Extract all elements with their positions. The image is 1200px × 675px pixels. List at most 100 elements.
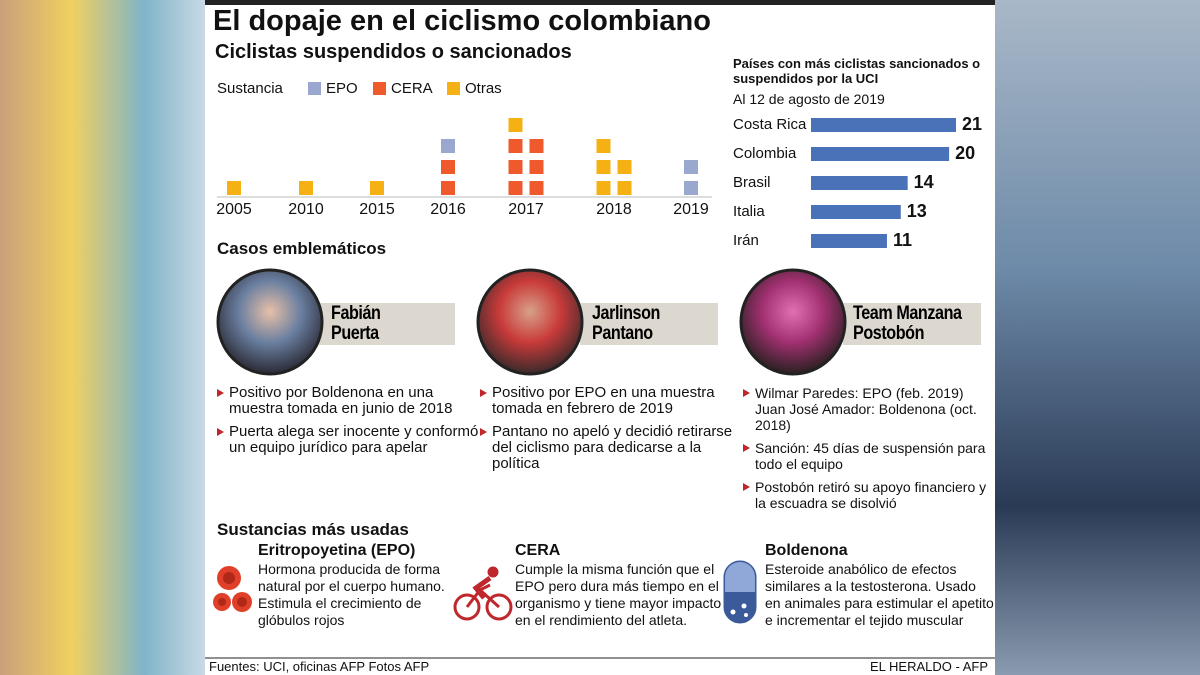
unit-square <box>441 139 455 153</box>
unit-group <box>508 139 544 195</box>
subtitle: Ciclistas suspendidos o sancionados <box>215 41 572 63</box>
unit-square <box>508 139 523 153</box>
substance-name: Boldenona <box>765 542 848 559</box>
case-bullets: Wilmar Paredes: EPO (feb. 2019) Juan Jos… <box>743 385 993 518</box>
bullet: Pantano no apeló y decidió retirarse del… <box>480 424 735 472</box>
category-label: Costa Rica <box>733 116 807 133</box>
legend-label: CERA <box>391 80 433 97</box>
bullet: Positivo por EPO en una muestra tomada e… <box>480 385 735 417</box>
name-box <box>843 303 981 345</box>
x-tick-label: 2019 <box>673 201 709 218</box>
bullet-list: Wilmar Paredes: EPO (feb. 2019) Juan Jos… <box>743 385 993 511</box>
case-name-line: Puerta <box>331 323 379 344</box>
legend-title: Sustancia <box>217 80 284 97</box>
bullet: Sanción: 45 días de suspensión para todo… <box>743 440 993 472</box>
substance-name: Eritropoyetina (EPO) <box>258 542 416 559</box>
legend-label: Otras <box>465 80 502 97</box>
unit-group <box>370 181 384 195</box>
x-tick-label: 2017 <box>508 201 544 218</box>
bullet: Postobón retiró su apoyo financiero y la… <box>743 479 993 511</box>
unit-square <box>441 181 455 195</box>
bar <box>811 176 908 190</box>
category-label: Italia <box>733 203 765 220</box>
legend-label: EPO <box>326 80 358 97</box>
name-box <box>318 303 455 345</box>
icon-blood-cells <box>213 566 252 612</box>
title: El dopaje en el ciclismo colombiano <box>213 5 711 37</box>
x-tick-label: 2010 <box>288 201 324 218</box>
bar <box>811 234 887 248</box>
unit-group <box>441 139 455 153</box>
category-label: Irán <box>733 232 759 249</box>
case-bullets: Positivo por EPO en una muestra tomada e… <box>480 385 735 479</box>
icon-capsule <box>723 560 757 624</box>
unit-square <box>529 181 544 195</box>
legend-swatch <box>447 82 460 95</box>
unit-square <box>529 160 544 174</box>
bullet-list: Positivo por Boldenona en una muestra to… <box>217 385 479 456</box>
unit-square <box>617 160 632 174</box>
bar <box>811 118 956 132</box>
photo <box>476 268 584 376</box>
bullet: Positivo por Boldenona en una muestra to… <box>217 385 479 417</box>
bullet: Wilmar Paredes: EPO (feb. 2019) Juan Jos… <box>743 385 993 433</box>
unit-group <box>684 160 698 195</box>
unit-group <box>596 139 632 195</box>
x-tick-label: 2018 <box>596 201 632 218</box>
unit-square <box>529 139 544 153</box>
value-label: 14 <box>914 172 934 192</box>
unit-square <box>617 181 632 195</box>
case-name-line: Fabián <box>331 303 381 324</box>
legend-swatch <box>373 82 386 95</box>
case-name-line: Postobón <box>853 323 925 344</box>
category-label: Brasil <box>733 174 771 191</box>
substance-description: Esteroide anabólico de efectos similares… <box>765 561 994 628</box>
unit-square <box>596 160 611 174</box>
case-name: Team Manzana Postobón <box>853 304 962 344</box>
unit-square <box>299 181 313 195</box>
unit-square <box>441 160 455 174</box>
unit-square <box>508 160 523 174</box>
background <box>995 0 1200 675</box>
case-name: Jarlinson Pantano <box>592 304 660 344</box>
unit-square <box>508 181 523 195</box>
photo <box>216 268 324 376</box>
case-name-line: Jarlinson <box>592 303 660 324</box>
substance-description: Cumple la misma función que el EPO pero … <box>515 561 722 628</box>
x-tick-label: 2005 <box>216 201 252 218</box>
section-title: Casos emblemáticos <box>217 239 387 258</box>
unit-square <box>596 181 611 195</box>
unit-square <box>227 181 241 195</box>
value-label: 20 <box>955 143 975 163</box>
value-label: 21 <box>962 114 982 134</box>
category-label: Colombia <box>733 145 797 162</box>
credit: EL HERALDO - AFP <box>870 659 988 674</box>
bar <box>811 147 950 161</box>
bar <box>811 205 901 219</box>
x-tick-label: 2016 <box>430 201 466 218</box>
case-name: Fabián Puerta <box>331 303 381 344</box>
substance-description: Hormona producida de forma natural por e… <box>258 561 445 628</box>
unit-group <box>299 181 313 195</box>
legend-swatch <box>308 82 321 95</box>
case-cards <box>216 268 981 376</box>
unit-square <box>508 118 523 132</box>
sources: Fuentes: UCI, oficinas AFP Fotos AFP <box>209 659 430 674</box>
case-name-line: Pantano <box>592 323 653 344</box>
top-bar <box>205 0 995 5</box>
photo <box>739 268 847 376</box>
bullet: Puerta alega ser inocente y conformó un … <box>217 424 479 456</box>
name-box <box>580 303 718 345</box>
unit-square <box>370 181 384 195</box>
unit-group <box>441 160 455 195</box>
icon-cyclist <box>453 566 513 621</box>
unit-group <box>508 118 523 132</box>
substance-name: CERA <box>515 542 561 559</box>
section-title: Sustancias más usadas <box>217 520 409 539</box>
case-name-line: Team Manzana <box>853 303 962 324</box>
bar-chart-title: Países con más ciclistas sancionados o s… <box>733 56 981 86</box>
unit-square <box>684 181 698 195</box>
unit-square <box>684 160 698 174</box>
